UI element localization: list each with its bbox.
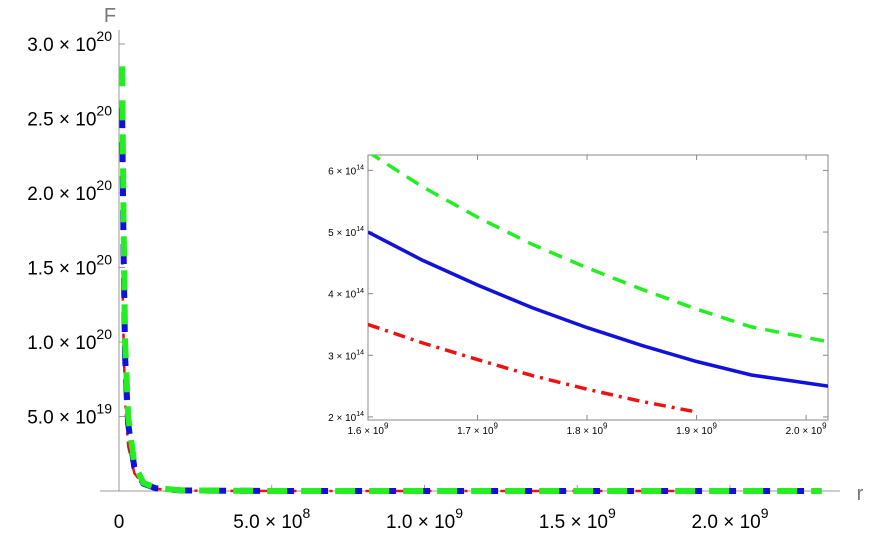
- y-tick-label-0: 5.0 × 1019: [27, 401, 112, 429]
- y-tick-label-1-exponent: 20: [96, 326, 112, 342]
- x-tick-label-4: 2.0 × 109: [692, 505, 769, 533]
- x-tick-label-2: 1.0 × 109: [386, 505, 463, 533]
- y-tick-label-5-exponent: 20: [96, 28, 112, 44]
- y-tick-label-3: 2.0 × 1020: [27, 177, 112, 205]
- inset-y-tick-label-3-mantissa: 5 × 10: [328, 228, 357, 239]
- inset-x-tick-label-4: 2.0 × 109: [786, 421, 827, 437]
- y-tick-label-0-exponent: 19: [96, 401, 112, 417]
- inset-x-tick-label-1: 1.7 × 109: [457, 421, 498, 437]
- y-tick-label-1: 1.0 × 1020: [27, 326, 112, 354]
- x-tick-label-1-exponent: 8: [302, 505, 310, 521]
- y-tick-label-3-exponent: 20: [96, 177, 112, 193]
- series-line-inset-0: [369, 155, 828, 344]
- x-tick-label-0-mantissa: 0: [114, 512, 125, 533]
- y-tick-label-2-exponent: 20: [96, 252, 112, 268]
- x-tick-label-0: 0: [114, 512, 125, 533]
- x-tick-label-2-exponent: 9: [455, 505, 463, 521]
- inset-y-tick-label-2: 4 × 1014: [328, 288, 364, 301]
- inset-x-tick-label-1-exponent: 9: [494, 421, 499, 430]
- y-tick-label-3-mantissa: 2.0 × 10: [27, 184, 96, 205]
- inset-x-tick-label-4-exponent: 9: [822, 421, 827, 430]
- x-tick-label-1: 5.0 × 108: [233, 505, 310, 533]
- inset-x-tick-label-0-exponent: 9: [384, 421, 389, 430]
- inset-y-tick-label-2-exponent: 14: [356, 288, 364, 295]
- y-tick-label-4-exponent: 20: [96, 103, 112, 119]
- x-tick-label-2-mantissa: 1.0 × 10: [386, 512, 455, 533]
- inset-x-tick-label-3-mantissa: 1.9 × 10: [676, 426, 713, 437]
- inset-x-tick-label-2: 1.8 × 109: [567, 421, 608, 437]
- inset-x-tick-label-0: 1.6 × 109: [348, 421, 389, 437]
- y-tick-label-0-mantissa: 5.0 × 10: [27, 408, 96, 429]
- y-tick-label-5-mantissa: 3.0 × 10: [27, 35, 96, 56]
- inset-x-tick-label-3: 1.9 × 109: [676, 421, 717, 437]
- inset-y-tick-label-0-exponent: 14: [356, 411, 364, 418]
- y-tick-label-2: 1.5 × 1020: [27, 252, 112, 280]
- x-tick-label-4-mantissa: 2.0 × 10: [692, 512, 761, 533]
- y-tick-label-5: 3.0 × 1020: [27, 28, 112, 56]
- inset-y-tick-label-1-mantissa: 3 × 10: [328, 351, 357, 362]
- inset-y-tick-label-1: 3 × 1014: [328, 349, 364, 362]
- inset-x-tick-label-3-exponent: 9: [713, 421, 718, 430]
- x-tick-label-1-mantissa: 5.0 × 10: [233, 512, 302, 533]
- inset-y-tick-label-4: 6 × 1014: [328, 165, 364, 178]
- inset-y-tick-label-2-mantissa: 4 × 10: [328, 290, 357, 301]
- y-tick-label-1-mantissa: 1.0 × 10: [27, 333, 96, 354]
- inset-y-tick-label-4-mantissa: 6 × 10: [328, 166, 357, 177]
- inset-y-tick-label-3-exponent: 14: [356, 226, 364, 233]
- x-tick-label-4-exponent: 9: [761, 505, 769, 521]
- series-line-inset-1: [368, 230, 828, 388]
- x-tick-label-3-mantissa: 1.5 × 10: [539, 512, 608, 533]
- inset-y-tick-label-0: 2 × 1014: [328, 411, 364, 424]
- series-line-2: [119, 66, 822, 494]
- x-tick-label-3: 1.5 × 109: [539, 505, 616, 533]
- inset-x-tick-label-4-mantissa: 2.0 × 10: [786, 426, 823, 437]
- inset-y-tick-label-1-exponent: 14: [356, 349, 364, 356]
- inset-x-tick-label-0-mantissa: 1.6 × 10: [348, 426, 385, 437]
- x-axis-title: r: [857, 483, 864, 505]
- inset-x-tick-label-2-exponent: 9: [603, 421, 608, 430]
- main-plot: 0 5.0 × 108 1.0 × 109 1.5 × 109 2.0 × 1095.0…: [27, 5, 863, 533]
- inset-y-tick-label-0-mantissa: 2 × 10: [328, 413, 357, 424]
- inset-y-tick-label-3: 5 × 1014: [328, 226, 364, 239]
- y-tick-label-2-mantissa: 1.5 × 10: [27, 259, 96, 280]
- inset-y-tick-label-4-exponent: 14: [356, 165, 364, 172]
- series-line-inset-2: [368, 322, 697, 414]
- x-tick-label-3-exponent: 9: [608, 505, 616, 521]
- inset-x-tick-label-2-mantissa: 1.8 × 10: [567, 426, 604, 437]
- inset-x-tick-label-1-mantissa: 1.7 × 10: [457, 426, 494, 437]
- y-axis-title: F: [104, 5, 116, 27]
- y-tick-label-4-mantissa: 2.5 × 10: [27, 110, 96, 131]
- y-tick-label-4: 2.5 × 1020: [27, 103, 112, 131]
